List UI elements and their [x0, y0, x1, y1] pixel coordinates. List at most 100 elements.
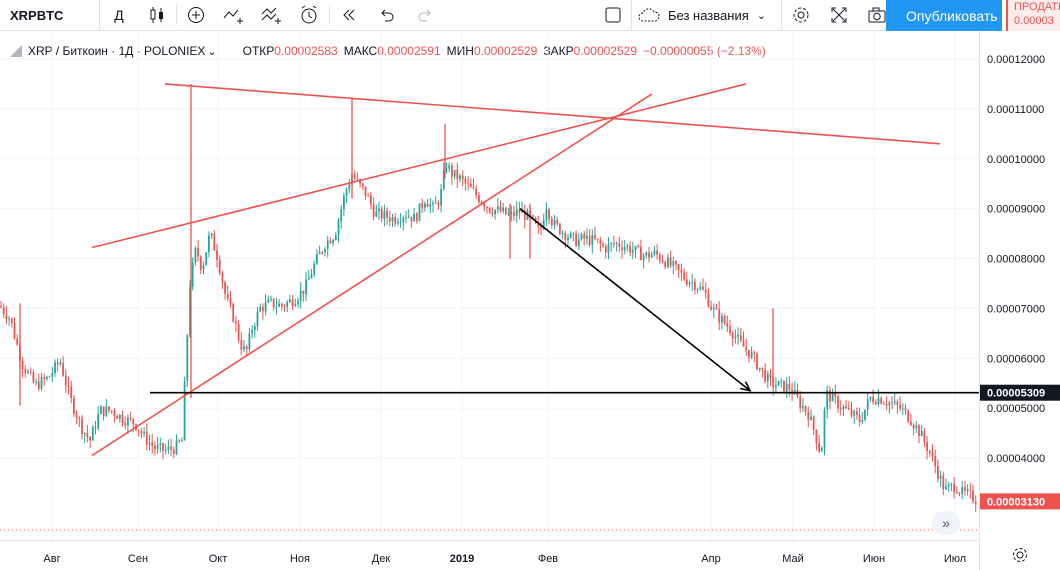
candle-body — [202, 265, 205, 270]
chevron-down-icon[interactable]: ⌄ — [207, 45, 217, 58]
settings-gear-icon[interactable] — [782, 0, 820, 31]
candle-body — [791, 389, 793, 395]
candle-body — [27, 371, 29, 373]
candle-body — [35, 381, 37, 383]
candle-body — [291, 299, 294, 307]
candle-body — [548, 209, 550, 219]
candle-body — [677, 264, 680, 270]
candle-body — [164, 449, 167, 451]
candle-body — [318, 252, 321, 255]
candle-body — [699, 286, 702, 290]
candle-body — [731, 332, 734, 339]
candle-body — [137, 429, 140, 432]
candle-body — [105, 406, 108, 416]
close-label: ЗАКР — [543, 44, 574, 58]
candle-body — [386, 210, 388, 218]
candle-body — [920, 431, 923, 437]
candle-body — [861, 419, 864, 422]
replay-icon[interactable] — [330, 0, 368, 31]
candle-body — [839, 408, 842, 410]
candle-body — [410, 216, 413, 222]
candle-body — [829, 390, 831, 402]
candle-body — [156, 445, 159, 449]
candle-body — [675, 261, 677, 265]
symbol-search-button[interactable]: XRPBTC — [0, 0, 100, 31]
candle-body — [232, 304, 235, 322]
candle-body — [100, 406, 102, 415]
time-axis[interactable] — [0, 540, 979, 570]
top-toolbar: XRPBTC Д Без названия ⌄ — [0, 0, 1060, 31]
redo-icon[interactable] — [406, 0, 444, 31]
candle-body — [83, 433, 86, 435]
candle-body — [421, 203, 424, 208]
publish-button[interactable]: Опубликовать — [886, 0, 1002, 31]
candle-body — [499, 206, 502, 212]
sell-button[interactable]: ПРОДАТЬ 0.00003 — [1006, 0, 1060, 31]
candle-body — [172, 449, 175, 454]
candle-body — [758, 367, 761, 370]
candle-body — [129, 417, 132, 419]
candle-body — [267, 299, 270, 303]
candle-body — [864, 409, 866, 420]
candle-body — [413, 213, 415, 222]
candle-body — [418, 203, 421, 222]
candle-body — [399, 221, 402, 223]
candle-body — [550, 218, 553, 225]
candle-body — [526, 210, 529, 220]
candles-icon[interactable] — [138, 0, 176, 31]
candle-body — [75, 413, 78, 419]
layout-name: Без названия — [668, 7, 749, 23]
candle-body — [429, 204, 432, 207]
candle-body — [89, 437, 91, 441]
candle-body — [853, 411, 856, 416]
candle-body — [521, 210, 523, 213]
candle-body — [62, 362, 64, 376]
candle-body — [928, 451, 931, 453]
collapse-icon[interactable] — [10, 45, 22, 57]
candle-body — [110, 410, 113, 412]
candle-body — [21, 360, 24, 370]
add-indicator-icon[interactable] — [177, 0, 215, 31]
indicators-icon[interactable] — [215, 0, 253, 31]
candle-body — [602, 244, 604, 247]
scroll-to-realtime-button[interactable]: » — [932, 511, 960, 535]
candle-body — [901, 408, 904, 410]
candle-body — [189, 286, 191, 336]
candle-body — [783, 380, 785, 392]
candle-body — [275, 306, 278, 308]
candle-body — [672, 261, 675, 266]
candle-body — [243, 346, 245, 350]
candle-body — [785, 383, 788, 392]
candle-body — [226, 294, 229, 299]
fullscreen-layout-icon[interactable] — [594, 0, 632, 31]
alert-clock-icon[interactable] — [291, 0, 329, 31]
candle-body — [583, 234, 586, 239]
candle-body — [351, 174, 353, 185]
candle-body — [19, 344, 21, 361]
candle-body — [316, 254, 318, 264]
layout-menu[interactable]: Без названия ⌄ — [632, 0, 782, 31]
candle-body — [183, 381, 186, 441]
legend-title[interactable]: XRP / Биткоин · 1Д · POLONIEX — [28, 44, 206, 58]
camera-icon[interactable] — [858, 0, 896, 31]
candle-body — [610, 243, 613, 245]
candle-body — [561, 232, 564, 235]
trendline — [91, 93, 653, 457]
chart-settings-icon[interactable] — [979, 540, 1060, 570]
candle-body — [205, 252, 208, 266]
candle-body — [272, 298, 275, 308]
candle-body — [216, 250, 218, 261]
candle-body — [305, 279, 307, 295]
candle-body — [245, 346, 248, 350]
candle-body — [510, 211, 513, 214]
compare-icon[interactable] — [253, 0, 291, 31]
interval-button[interactable]: Д — [114, 7, 124, 23]
candle-body — [46, 376, 48, 380]
candle-body — [734, 336, 737, 339]
price-axis[interactable] — [979, 31, 1060, 540]
undo-icon[interactable] — [368, 0, 406, 31]
candle-body — [259, 306, 262, 312]
fullscreen-icon[interactable] — [820, 0, 858, 31]
candle-body — [32, 372, 35, 383]
